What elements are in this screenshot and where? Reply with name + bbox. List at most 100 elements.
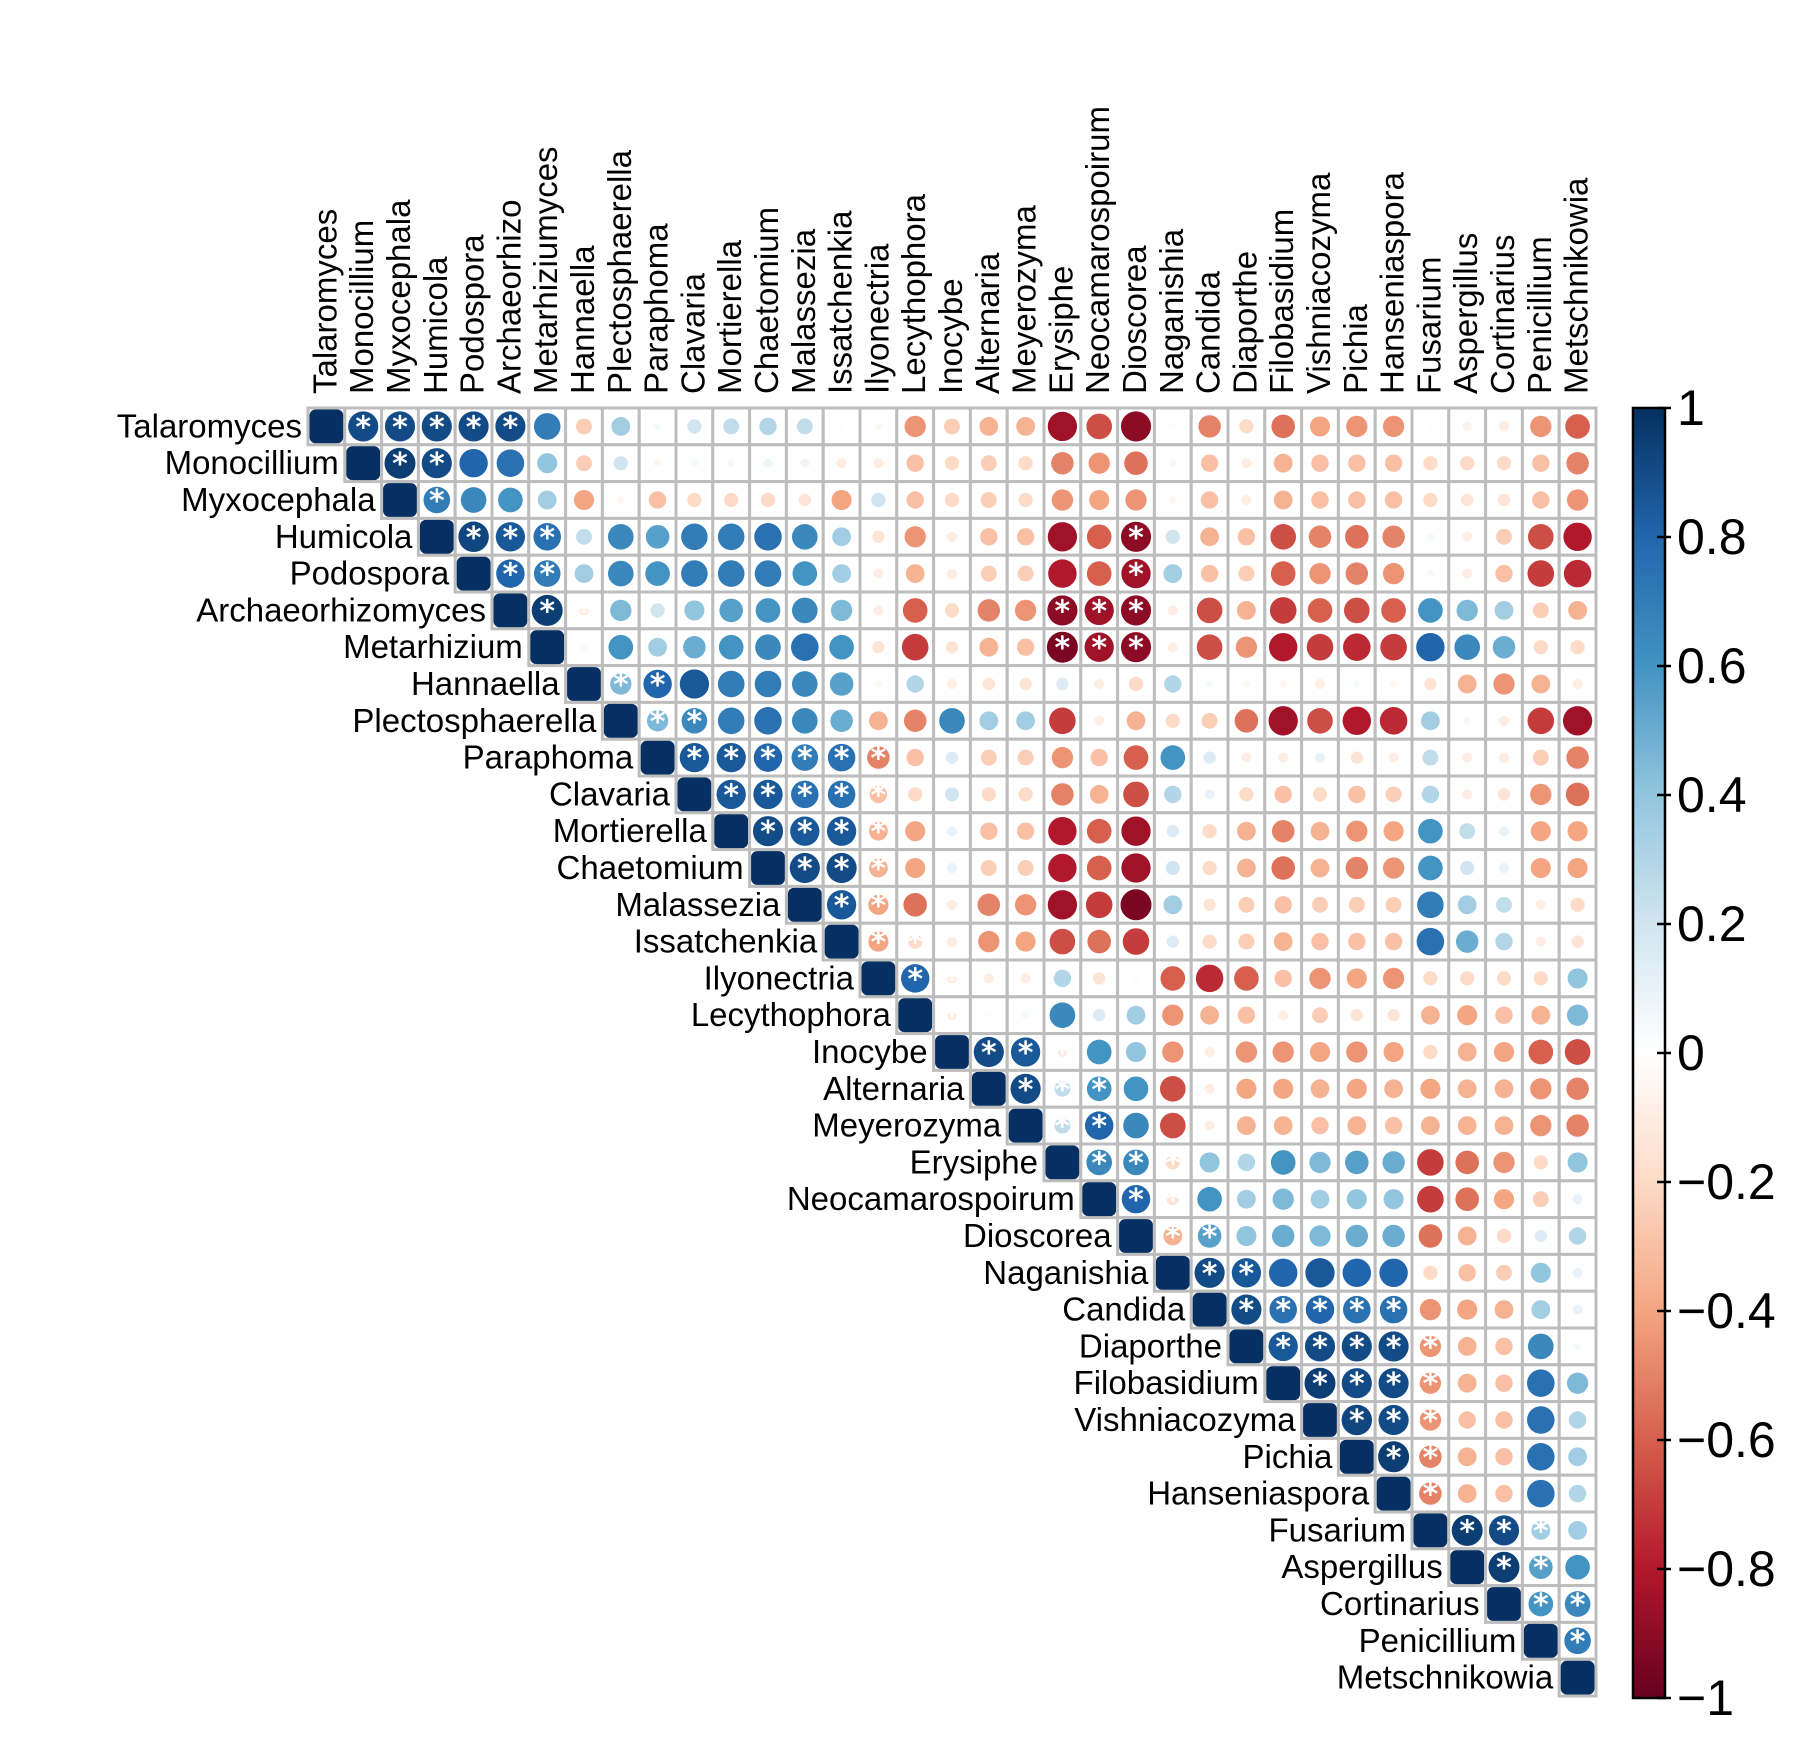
column-label: Erysiphe bbox=[1042, 266, 1079, 394]
diagonal-cell bbox=[346, 446, 381, 481]
correlation-circle bbox=[1014, 894, 1037, 916]
correlation-circle bbox=[1533, 640, 1548, 655]
correlation-circle bbox=[1498, 752, 1510, 763]
correlation-circle bbox=[1385, 896, 1402, 913]
correlation-circle bbox=[533, 560, 561, 587]
cell-background bbox=[1152, 774, 1193, 815]
correlation-circle bbox=[1571, 935, 1584, 948]
correlation-circle bbox=[946, 568, 958, 579]
correlation-circle bbox=[1312, 1007, 1328, 1024]
correlation-circle bbox=[1530, 415, 1552, 438]
correlation-circle bbox=[1420, 1005, 1440, 1025]
correlation-circle bbox=[1346, 1189, 1367, 1210]
correlation-circle bbox=[1348, 932, 1366, 951]
correlation-circle bbox=[1488, 1515, 1520, 1546]
correlation-circle bbox=[1458, 1264, 1476, 1282]
correlation-circle bbox=[792, 561, 818, 586]
correlation-circle bbox=[946, 899, 958, 910]
correlation-circle bbox=[1268, 1331, 1298, 1362]
row-label: Ilyonectria bbox=[704, 959, 855, 996]
correlation-circle bbox=[1309, 562, 1331, 585]
significance-marker: * bbox=[539, 594, 555, 629]
correlation-circle bbox=[1567, 857, 1588, 879]
color-scale-tick-label: 0.8 bbox=[1677, 509, 1747, 565]
correlation-circle bbox=[1494, 600, 1514, 620]
significance-marker: * bbox=[503, 410, 519, 445]
correlation-circle bbox=[1341, 1368, 1372, 1399]
significance-marker: * bbox=[576, 631, 592, 666]
correlation-circle bbox=[1310, 858, 1330, 878]
correlation-circle bbox=[1420, 1078, 1441, 1099]
correlation-circle bbox=[1125, 1041, 1147, 1063]
correlation-circle bbox=[1089, 489, 1110, 511]
column-label: Chaetomium bbox=[748, 207, 785, 394]
correlation-circle bbox=[1305, 1258, 1335, 1288]
correlation-circle bbox=[1270, 523, 1297, 550]
correlation-circle bbox=[1123, 1076, 1149, 1102]
correlation-circle bbox=[944, 492, 960, 508]
significance-marker: * bbox=[1128, 521, 1144, 556]
correlation-circle bbox=[1051, 489, 1074, 511]
correlation-circle bbox=[1457, 1299, 1478, 1320]
cell-background bbox=[1557, 995, 1598, 1036]
significance-marker: * bbox=[429, 484, 445, 519]
significance-marker: * bbox=[1165, 1183, 1181, 1218]
correlation-circle bbox=[1163, 895, 1183, 915]
correlation-circle bbox=[1309, 1151, 1331, 1174]
correlation-circle bbox=[1417, 1149, 1444, 1176]
correlation-circle bbox=[531, 594, 563, 626]
correlation-circle bbox=[537, 490, 557, 510]
correlation-circle bbox=[1563, 522, 1592, 552]
significance-marker: * bbox=[429, 447, 445, 482]
correlation-circle bbox=[1461, 493, 1474, 507]
significance-marker: * bbox=[466, 521, 482, 556]
correlation-circle bbox=[643, 669, 672, 699]
significance-marker: * bbox=[1091, 631, 1107, 666]
correlation-circle bbox=[423, 486, 451, 514]
correlation-circle bbox=[872, 530, 885, 543]
correlation-circle bbox=[754, 670, 782, 698]
column-label: Hannaella bbox=[564, 245, 601, 394]
correlation-circle bbox=[1197, 1224, 1222, 1248]
correlation-circle bbox=[458, 521, 489, 553]
color-scale-tick-label: −0.8 bbox=[1677, 1541, 1776, 1597]
correlation-circle bbox=[1379, 1258, 1408, 1288]
correlation-circle bbox=[1498, 421, 1510, 432]
correlation-circle bbox=[1457, 1336, 1477, 1356]
correlation-circle bbox=[1017, 565, 1034, 582]
correlation-circle bbox=[1572, 1267, 1583, 1278]
correlation-circle bbox=[1419, 1335, 1442, 1358]
correlation-circle bbox=[1457, 1226, 1477, 1246]
significance-marker: * bbox=[650, 668, 666, 703]
correlation-circle bbox=[1314, 678, 1326, 690]
correlation-circle bbox=[791, 707, 818, 734]
correlation-circle bbox=[982, 677, 995, 691]
correlation-circle bbox=[1426, 570, 1434, 578]
correlation-circle bbox=[1495, 932, 1513, 951]
correlation-circle bbox=[1051, 451, 1074, 475]
significance-marker: * bbox=[1386, 1404, 1402, 1439]
diagonal-cell bbox=[309, 409, 344, 444]
diagonal-cell bbox=[1413, 1513, 1448, 1548]
significance-marker: * bbox=[1349, 1367, 1365, 1402]
significance-marker: * bbox=[1128, 1183, 1144, 1218]
correlation-circle bbox=[1269, 597, 1297, 624]
correlation-circle bbox=[1428, 424, 1433, 429]
correlation-circle bbox=[1090, 748, 1108, 767]
correlation-circle bbox=[716, 779, 746, 810]
correlation-circle bbox=[873, 568, 884, 579]
correlation-circle bbox=[1018, 787, 1033, 802]
correlation-circle bbox=[607, 523, 634, 550]
correlation-circle bbox=[1384, 1116, 1403, 1135]
correlation-circle bbox=[1529, 1555, 1553, 1579]
diagonal-cell bbox=[787, 887, 822, 922]
correlation-circle bbox=[1494, 1116, 1514, 1136]
color-scale-tick-label: −0.4 bbox=[1677, 1283, 1776, 1339]
correlation-circle bbox=[681, 707, 708, 734]
significance-marker: * bbox=[1386, 1294, 1402, 1329]
correlation-circle bbox=[1196, 597, 1223, 624]
column-label: Hanseniaspora bbox=[1374, 171, 1411, 394]
correlation-circle bbox=[1534, 1229, 1547, 1243]
row-label: Pichia bbox=[1243, 1438, 1334, 1475]
correlation-circle bbox=[1570, 640, 1585, 655]
